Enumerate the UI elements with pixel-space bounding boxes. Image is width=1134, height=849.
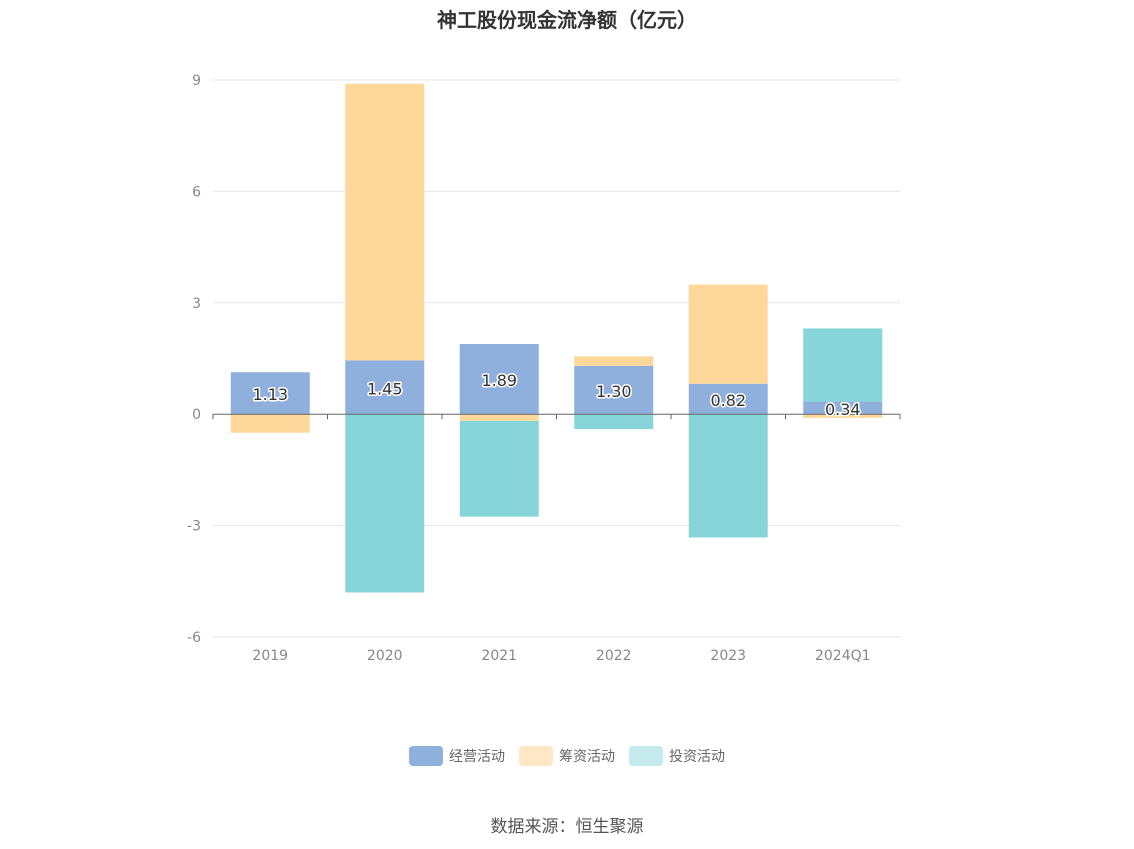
grid-layer — [213, 79, 900, 638]
legend-item-investing[interactable]: 投资活动 — [629, 746, 725, 766]
bar-2023-series-1 — [688, 284, 768, 384]
x-tick-label: 2022 — [596, 648, 632, 664]
bar-2019-series-0 — [230, 372, 310, 415]
bar-2024Q1-series-1 — [803, 414, 883, 418]
bar-2020-series-0 — [345, 360, 425, 415]
label-layer: 1.13 1.45 1.89 1.30 0.82 0.34 — [251, 370, 862, 421]
bar-layer — [230, 83, 883, 593]
bar-2020-series-2 — [345, 414, 425, 593]
x-tick-label: 2019 — [252, 648, 288, 664]
bar-2021-series-1 — [459, 414, 539, 421]
data-label-2024Q1: 0.34 — [825, 400, 861, 419]
x-tick-label: 2024Q1 — [815, 648, 871, 664]
legend-label-operating: 经营活动 — [449, 749, 505, 765]
axis-layer: 9 6 3 0 -3 -6 2019 2020 2021 2022 2023 2024Q1 — [187, 73, 901, 664]
bar-2023-series-0 — [688, 383, 768, 415]
y-tick-label: 0 — [192, 407, 201, 423]
legend-swatch-financing — [519, 746, 553, 766]
y-tick-label: 6 — [192, 184, 201, 200]
bar-2021-series-0 — [459, 344, 539, 415]
data-label-2019: 1.13 — [252, 385, 288, 404]
legend-swatch-investing — [629, 746, 663, 766]
x-tick-label: 2020 — [367, 648, 403, 664]
bar-2024Q1-series-2 — [803, 328, 883, 402]
bar-2022-series-0 — [574, 365, 654, 415]
bar-2023-series-2 — [688, 414, 768, 538]
y-tick-label: 9 — [192, 73, 201, 89]
chart-title: 神工股份现金流净额（亿元） — [437, 8, 697, 32]
y-tick-label: -6 — [187, 630, 201, 646]
bar-2024Q1-series-0 — [803, 401, 883, 415]
data-label-2020: 1.45 — [367, 379, 403, 398]
legend-item-operating[interactable]: 经营活动 — [409, 746, 505, 766]
legend-label-investing: 投资活动 — [669, 749, 725, 765]
y-tick-label: -3 — [187, 519, 201, 535]
source-note: 数据来源：恒生聚源 — [490, 817, 644, 837]
bar-2019-series-1 — [230, 414, 310, 433]
bar-2021-series-2 — [459, 420, 539, 517]
bar-2022-series-1 — [574, 356, 654, 366]
data-label-2021: 1.89 — [481, 371, 517, 390]
legend-item-financing[interactable]: 筹资活动 — [519, 746, 615, 766]
data-label-2023: 0.82 — [710, 391, 746, 410]
bar-2022-series-2 — [574, 414, 654, 430]
data-label-2022: 1.30 — [596, 382, 632, 401]
x-tick-label: 2021 — [481, 648, 517, 664]
y-tick-label: 3 — [192, 296, 201, 312]
legend-label-financing: 筹资活动 — [559, 749, 615, 765]
legend-swatch-operating — [409, 746, 443, 766]
legend: 经营活动 筹资活动 投资活动 — [0, 746, 1134, 766]
bar-2020-series-1 — [345, 83, 425, 361]
x-tick-label: 2023 — [710, 648, 746, 664]
